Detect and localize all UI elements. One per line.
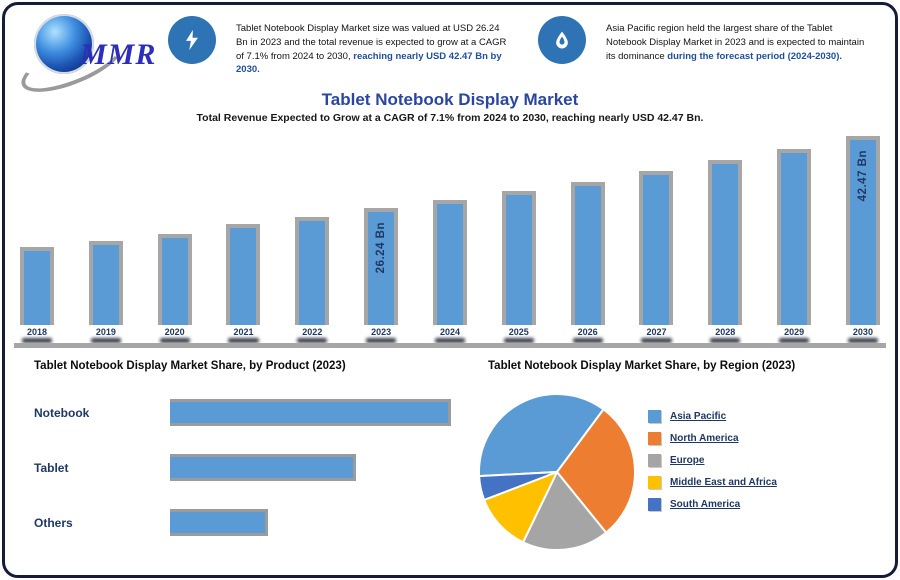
header-stat-right: Asia Pacific region held the largest sha… bbox=[606, 22, 874, 63]
bar bbox=[20, 247, 54, 325]
droplet-icon bbox=[556, 31, 568, 49]
x-axis-tick-label: 2022 bbox=[291, 327, 333, 343]
legend-swatch bbox=[648, 432, 661, 445]
legend-item: South America bbox=[648, 498, 777, 511]
legend-label: Europe bbox=[670, 455, 705, 466]
bar bbox=[639, 171, 674, 325]
product-bar-row: Others bbox=[34, 509, 464, 536]
legend-swatch bbox=[648, 476, 661, 489]
legend-label: North America bbox=[670, 433, 739, 444]
page-subtitle: Total Revenue Expected to Grow at a CAGR… bbox=[196, 112, 704, 124]
bar: 42.47 Bn bbox=[845, 136, 880, 325]
bar-chart-x-axis: 2018 2019 2020 2021 2022 2023 2024 2025 2026 2027… bbox=[16, 327, 884, 343]
bar-column bbox=[222, 132, 264, 325]
product-bar bbox=[170, 509, 268, 536]
bar-column bbox=[291, 132, 333, 325]
pie-slice-south-america bbox=[478, 471, 558, 502]
x-axis-tick-label: 2021 bbox=[222, 327, 264, 343]
header-stat-left-text: Tablet Notebook Display Market size was … bbox=[236, 23, 507, 62]
x-axis-tick-label: 2020 bbox=[154, 327, 196, 343]
bar bbox=[88, 241, 123, 325]
bar-column bbox=[635, 132, 677, 325]
bar-column bbox=[704, 132, 746, 325]
header-stat-right-text: Asia Pacific region held the largest sha… bbox=[606, 23, 865, 62]
product-bar bbox=[170, 399, 451, 426]
bar bbox=[708, 160, 743, 325]
globe-icon bbox=[34, 14, 94, 74]
bar-value-label: 26.24 Bn bbox=[375, 222, 388, 274]
product-bar-chart: Notebook Tablet Others bbox=[34, 399, 464, 565]
x-axis-tick-label: 2024 bbox=[429, 327, 471, 343]
header-stat-left-highlight: reaching nearly USD 42.47 Bn by 2030. bbox=[236, 50, 502, 76]
lightning-icon bbox=[186, 29, 198, 51]
bar-chart-axis-line bbox=[14, 343, 886, 348]
bar bbox=[501, 191, 536, 325]
pie-slice-asia-pacific bbox=[478, 393, 605, 478]
right-section-heading: Tablet Notebook Display Market Share, by… bbox=[488, 360, 796, 372]
legend-item: North America bbox=[648, 432, 777, 445]
bar bbox=[226, 224, 261, 325]
legend-swatch bbox=[648, 498, 661, 511]
bar-column bbox=[567, 132, 609, 325]
product-bar-label: Notebook bbox=[34, 405, 90, 420]
mmr-logo: MMR bbox=[14, 12, 168, 103]
header-stat-right-highlight: during the forecast period (2024-2030). bbox=[667, 50, 843, 62]
region-pie-chart bbox=[478, 393, 636, 551]
bar bbox=[295, 217, 330, 325]
legend-swatch bbox=[648, 410, 661, 423]
legend-label: Middle East and Africa bbox=[670, 477, 777, 488]
bar bbox=[570, 182, 605, 325]
pie-slice-europe bbox=[521, 470, 608, 551]
bar bbox=[777, 149, 812, 325]
bar-column: 26.24 Bn bbox=[360, 132, 402, 325]
droplet-badge bbox=[538, 16, 586, 64]
bar-column bbox=[429, 132, 471, 325]
lightning-badge bbox=[168, 16, 216, 64]
bar-column: 42.47 Bn bbox=[842, 132, 884, 325]
bar-column bbox=[85, 132, 127, 325]
product-bar-row: Notebook bbox=[34, 399, 464, 426]
bar-column bbox=[154, 132, 196, 325]
x-axis-tick-label: 2018 bbox=[16, 327, 58, 343]
bar: 26.24 Bn bbox=[364, 208, 399, 325]
x-axis-tick-label: 2028 bbox=[704, 327, 746, 343]
logo-text: MMR bbox=[80, 38, 157, 71]
pie-legend: Asia Pacific North America Europe Middle Ea… bbox=[648, 410, 777, 520]
x-axis-tick-label: 2025 bbox=[498, 327, 540, 343]
bar-column bbox=[498, 132, 540, 325]
x-axis-tick-label: 2023 bbox=[360, 327, 402, 343]
x-axis-tick-label: 2026 bbox=[567, 327, 609, 343]
x-axis-tick-label: 2029 bbox=[773, 327, 815, 343]
bar-value-label: 42.47 Bn bbox=[856, 150, 869, 202]
bar-column bbox=[773, 132, 815, 325]
bar-column bbox=[16, 132, 58, 325]
bar-chart: 26.24 Bn 42.47 Bn bbox=[16, 132, 884, 325]
x-axis-tick-label: 2019 bbox=[85, 327, 127, 343]
product-bar-label: Others bbox=[34, 515, 73, 530]
bar bbox=[432, 200, 467, 325]
legend-label: South America bbox=[670, 499, 741, 510]
legend-item: Middle East and Africa bbox=[648, 476, 777, 489]
pie-slice-north-america bbox=[555, 407, 636, 535]
legend-swatch bbox=[648, 454, 661, 467]
left-section-heading: Tablet Notebook Display Market Share, by… bbox=[34, 360, 346, 372]
legend-label: Asia Pacific bbox=[670, 411, 727, 422]
product-bar bbox=[170, 454, 356, 481]
x-axis-tick-label: 2030 bbox=[842, 327, 884, 343]
legend-item: Asia Pacific bbox=[648, 410, 777, 423]
product-bar-row: Tablet bbox=[34, 454, 464, 481]
page-title: Tablet Notebook Display Market bbox=[321, 90, 579, 109]
product-bar-label: Tablet bbox=[34, 460, 69, 475]
x-axis-tick-label: 2027 bbox=[635, 327, 677, 343]
header-stat-left: Tablet Notebook Display Market size was … bbox=[236, 22, 512, 77]
legend-item: Europe bbox=[648, 454, 777, 467]
bar bbox=[157, 234, 192, 325]
